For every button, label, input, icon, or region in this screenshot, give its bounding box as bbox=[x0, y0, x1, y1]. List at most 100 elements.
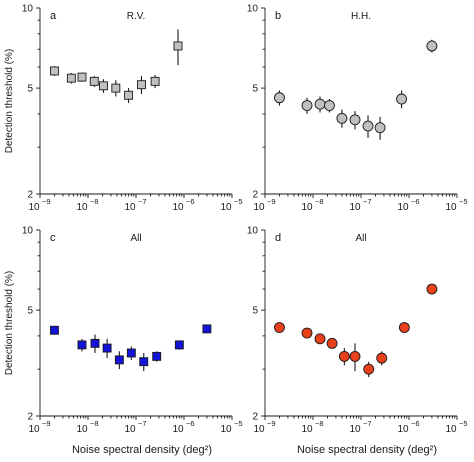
panel-b-data-point bbox=[323, 100, 335, 111]
panel-d-x-tick-label: 10 bbox=[301, 424, 313, 435]
panel-b-y-tick-label: 2 bbox=[252, 190, 258, 201]
panel-d-data-point bbox=[363, 363, 375, 375]
panel-b-data-point bbox=[426, 40, 438, 52]
panel-c-x-tick-label: 10 bbox=[28, 424, 40, 435]
panel-a-data-point bbox=[137, 80, 146, 90]
panel-a-data-point bbox=[111, 83, 121, 93]
panel-a-y-tick-label: 5 bbox=[27, 84, 33, 95]
panel-d-data-point bbox=[314, 333, 326, 345]
panel-b-data-point bbox=[273, 92, 285, 104]
panel-a-data-point bbox=[99, 81, 108, 91]
panel-a-data-point bbox=[49, 66, 59, 76]
panel-b-x-tick-exponent: −9 bbox=[267, 197, 276, 206]
panel-c-data-point bbox=[114, 355, 124, 365]
panel-c-x-tick-exponent: −8 bbox=[90, 419, 99, 428]
panel-c-x-tick-exponent: −6 bbox=[186, 419, 195, 428]
panel-d-y-tick-label: 10 bbox=[247, 226, 259, 237]
panel-c-y-axis-label: Detection threshold (%) bbox=[4, 271, 15, 376]
panel-c-data-point bbox=[102, 343, 112, 353]
panel-a-data-point bbox=[77, 72, 87, 82]
panel-c-data-point bbox=[202, 324, 212, 334]
panel-a-x-tick-label: 10 bbox=[220, 202, 232, 213]
panel-c-x-tick-label: 10 bbox=[220, 424, 232, 435]
panel-d-x-axis-label: Noise spectral density (deg²) bbox=[297, 444, 437, 456]
panel-d-data-point bbox=[426, 283, 438, 295]
panel-b-x-tick-label: 10 bbox=[397, 202, 409, 213]
panel-d-data-point bbox=[326, 337, 338, 349]
panel-c-x-tick-exponent: −5 bbox=[234, 419, 243, 428]
panel-b-x-tick-exponent: −6 bbox=[411, 197, 420, 206]
panel-d-x-tick-exponent: −7 bbox=[363, 419, 372, 428]
panel-d-label: d bbox=[275, 232, 281, 244]
panel-d-x-tick-exponent: −9 bbox=[267, 419, 276, 428]
panel-d-x-tick-label: 10 bbox=[349, 424, 361, 435]
panel-b-data-point bbox=[374, 122, 386, 134]
panel-d-y-tick-label: 5 bbox=[252, 306, 258, 317]
panel-c-x-axis-label: Noise spectral density (deg²) bbox=[72, 444, 212, 456]
panel-b-data-point bbox=[314, 98, 326, 110]
panel-a-x-tick-label: 10 bbox=[76, 202, 88, 213]
panel-b-x-tick-label: 10 bbox=[301, 202, 313, 213]
panel-a-y-tick-label: 10 bbox=[22, 4, 34, 15]
panel-b-data-point bbox=[301, 100, 313, 111]
panel-c-data-point bbox=[90, 338, 100, 348]
panel-c-data-point bbox=[139, 357, 149, 367]
panel-a-x-tick-label: 10 bbox=[124, 202, 136, 213]
panel-c-y-tick-label: 2 bbox=[27, 412, 33, 423]
panel-c-x-tick-exponent: −9 bbox=[42, 419, 51, 428]
panel-d-data-point bbox=[376, 352, 388, 364]
panel-d-data-point bbox=[273, 322, 285, 333]
panel-d-title: All bbox=[355, 233, 366, 244]
panel-c-data-point bbox=[77, 340, 87, 350]
panel-b-y-tick-label: 10 bbox=[247, 4, 259, 15]
panel-b-x-tick-label: 10 bbox=[349, 202, 361, 213]
panel-a-x-tick-label: 10 bbox=[28, 202, 40, 213]
panel-d-data-point bbox=[301, 327, 313, 339]
panel-d-data-point bbox=[398, 322, 410, 333]
panel-b-x-tick-exponent: −8 bbox=[315, 197, 324, 206]
panel-a-x-tick-exponent: −7 bbox=[138, 197, 147, 206]
panel-b-x-tick-exponent: −5 bbox=[459, 197, 468, 206]
panel-c-label: c bbox=[50, 232, 56, 244]
panel-d-x-tick-label: 10 bbox=[253, 424, 265, 435]
panel-a-x-tick-exponent: −5 bbox=[234, 197, 243, 206]
panel-b-data-point bbox=[349, 114, 361, 126]
panel-a-y-axis-label: Detection threshold (%) bbox=[4, 49, 15, 154]
panel-a-y-tick-label: 2 bbox=[27, 190, 33, 201]
panel-b-x-tick-label: 10 bbox=[445, 202, 457, 213]
panel-b-data-point bbox=[336, 112, 348, 124]
panel-d-x-tick-exponent: −6 bbox=[411, 419, 420, 428]
panel-b-label: b bbox=[275, 10, 281, 22]
panel-a-x-tick-exponent: −9 bbox=[42, 197, 51, 206]
panel-c-y-tick-label: 10 bbox=[22, 226, 34, 237]
panel-b-y-tick-label: 5 bbox=[252, 84, 258, 95]
panel-a-data-point bbox=[150, 76, 160, 86]
panel-c-x-tick-exponent: −7 bbox=[138, 419, 147, 428]
panel-d-x-tick-label: 10 bbox=[445, 424, 457, 435]
panel-a-data-point bbox=[124, 90, 134, 100]
panel-d-x-tick-label: 10 bbox=[397, 424, 409, 435]
panel-a-x-tick-exponent: −6 bbox=[186, 197, 195, 206]
panel-b-x-tick-label: 10 bbox=[253, 202, 265, 213]
panel-a-data-point bbox=[89, 76, 99, 86]
panel-b-data-point bbox=[362, 120, 374, 132]
panel-b-x-tick-exponent: −7 bbox=[363, 197, 372, 206]
panel-d-x-tick-exponent: −5 bbox=[459, 419, 468, 428]
panel-c-x-tick-label: 10 bbox=[124, 424, 136, 435]
panel-b-data-point bbox=[396, 93, 408, 105]
panel-a-data-point bbox=[66, 73, 76, 83]
panel-a-title: R.V. bbox=[127, 11, 146, 22]
panel-d-x-tick-exponent: −8 bbox=[315, 419, 324, 428]
panel-c-y-tick-label: 5 bbox=[27, 306, 33, 317]
panel-c-x-tick-label: 10 bbox=[76, 424, 88, 435]
panel-b-title: H.H. bbox=[351, 11, 371, 22]
panel-d-data-point bbox=[338, 350, 350, 362]
panel-d-y-tick-label: 2 bbox=[252, 412, 258, 423]
panel-a-data-point bbox=[173, 41, 183, 51]
panel-c-data-point bbox=[126, 348, 136, 358]
panel-c-title: All bbox=[130, 233, 141, 244]
panel-c-data-point bbox=[152, 351, 162, 361]
panel-c-data-point bbox=[49, 325, 59, 335]
